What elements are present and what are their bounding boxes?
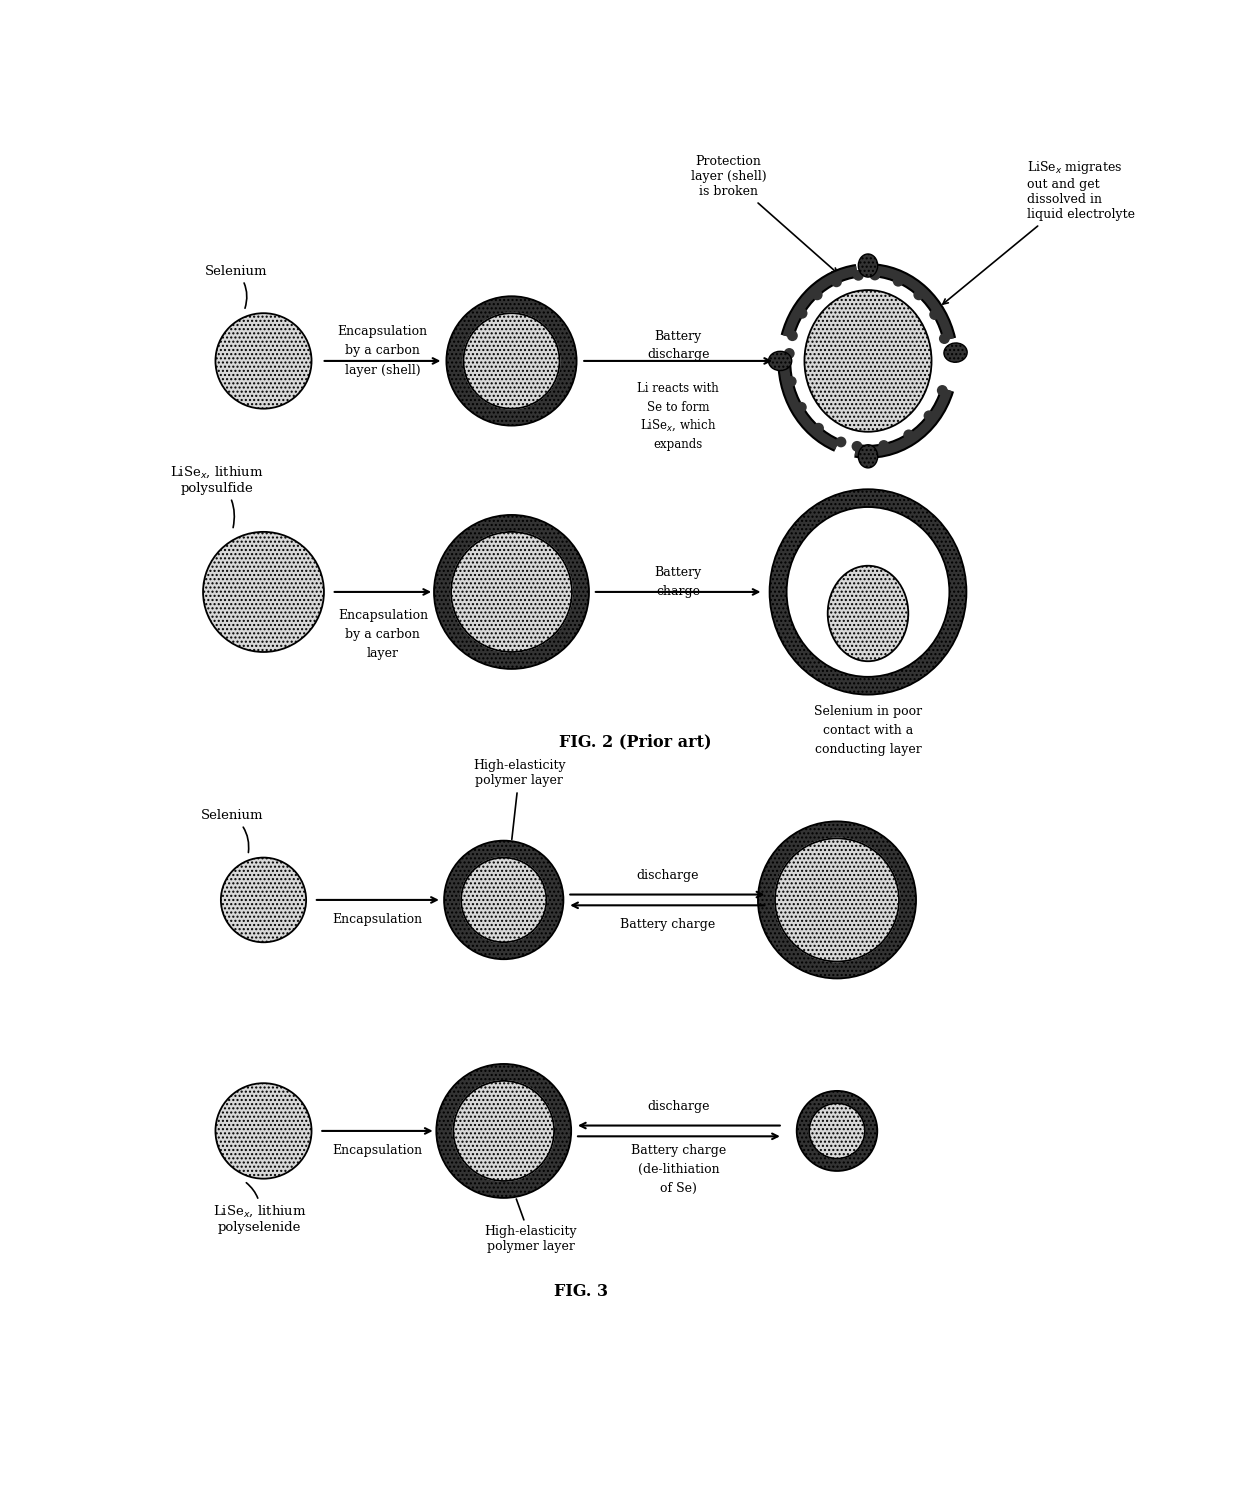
Text: LiSe$_x$, which: LiSe$_x$, which [640,418,717,433]
Text: FIG. 3: FIG. 3 [554,1283,609,1300]
Text: by a carbon: by a carbon [345,345,420,357]
Text: LiSe$_x$ migrates
out and get
dissolved in
liquid electrolyte: LiSe$_x$ migrates out and get dissolved … [942,159,1135,303]
Circle shape [836,437,847,448]
Circle shape [853,271,864,281]
Text: High-elasticity
polymer layer: High-elasticity polymer layer [485,1199,577,1254]
Text: Encapsulation: Encapsulation [337,608,428,622]
Circle shape [774,837,900,962]
Circle shape [787,330,797,341]
Circle shape [203,532,324,651]
Circle shape [464,314,559,409]
Text: of Se): of Se) [661,1182,697,1196]
Text: LiSe$_x$, lithium
polysulfide: LiSe$_x$, lithium polysulfide [170,464,264,528]
Text: (de-lithiation: (de-lithiation [639,1163,719,1176]
Text: contact with a: contact with a [823,724,913,738]
Text: Li reacts with: Li reacts with [637,382,719,396]
Circle shape [463,312,560,409]
Text: by a carbon: by a carbon [346,628,420,641]
Circle shape [869,269,880,281]
Ellipse shape [828,565,908,662]
Circle shape [450,531,573,653]
Circle shape [446,296,577,425]
Text: Selenium in poor: Selenium in poor [813,705,923,718]
Circle shape [893,277,904,287]
Circle shape [460,857,547,943]
Circle shape [939,333,950,343]
Ellipse shape [769,351,791,370]
Text: Battery: Battery [655,567,702,578]
Text: layer (shell): layer (shell) [345,364,420,376]
Circle shape [812,290,822,300]
Text: discharge: discharge [636,868,698,882]
Text: Encapsulation: Encapsulation [332,913,423,926]
Circle shape [813,422,823,434]
Text: conducting layer: conducting layer [815,744,921,757]
Circle shape [444,840,563,959]
Text: Battery charge: Battery charge [631,1144,727,1157]
Circle shape [775,839,899,962]
Ellipse shape [858,445,878,468]
Ellipse shape [770,489,966,694]
Circle shape [924,410,935,421]
Circle shape [808,1103,866,1158]
Circle shape [758,821,916,978]
Text: expands: expands [653,437,703,451]
Ellipse shape [858,254,878,277]
Text: Selenium: Selenium [201,809,264,852]
Circle shape [796,401,807,413]
Text: discharge: discharge [647,1100,711,1112]
Text: FIG. 2 (Prior art): FIG. 2 (Prior art) [559,733,712,751]
Ellipse shape [805,290,931,431]
Circle shape [929,309,940,320]
Circle shape [852,442,863,452]
Text: Selenium: Selenium [205,265,268,308]
Circle shape [221,858,306,943]
Circle shape [937,385,947,396]
Circle shape [914,290,924,300]
Circle shape [786,376,796,387]
Text: layer: layer [367,647,399,660]
Ellipse shape [944,343,967,363]
Circle shape [216,1083,311,1179]
Circle shape [451,532,572,651]
Text: charge: charge [656,586,701,598]
Text: discharge: discharge [647,348,709,361]
Circle shape [461,858,547,943]
Circle shape [878,440,889,451]
Circle shape [216,314,311,409]
Circle shape [808,1102,866,1160]
Circle shape [436,1063,572,1199]
Circle shape [797,1091,878,1170]
Text: High-elasticity
polymer layer: High-elasticity polymer layer [472,760,565,840]
Circle shape [903,430,914,440]
Text: Se to form: Se to form [647,400,709,413]
Ellipse shape [786,507,950,677]
Circle shape [434,515,589,669]
Circle shape [453,1080,556,1182]
Text: LiSe$_x$, lithium
polyselenide: LiSe$_x$, lithium polyselenide [213,1182,306,1234]
Text: Battery charge: Battery charge [620,917,715,931]
Text: Encapsulation: Encapsulation [332,1144,423,1157]
Circle shape [796,308,807,318]
Text: Protection
layer (shell)
is broken: Protection layer (shell) is broken [691,155,837,274]
Text: Encapsulation: Encapsulation [337,326,428,338]
Circle shape [784,348,795,358]
Circle shape [831,277,842,287]
Text: Battery: Battery [655,330,702,343]
Circle shape [454,1081,554,1181]
